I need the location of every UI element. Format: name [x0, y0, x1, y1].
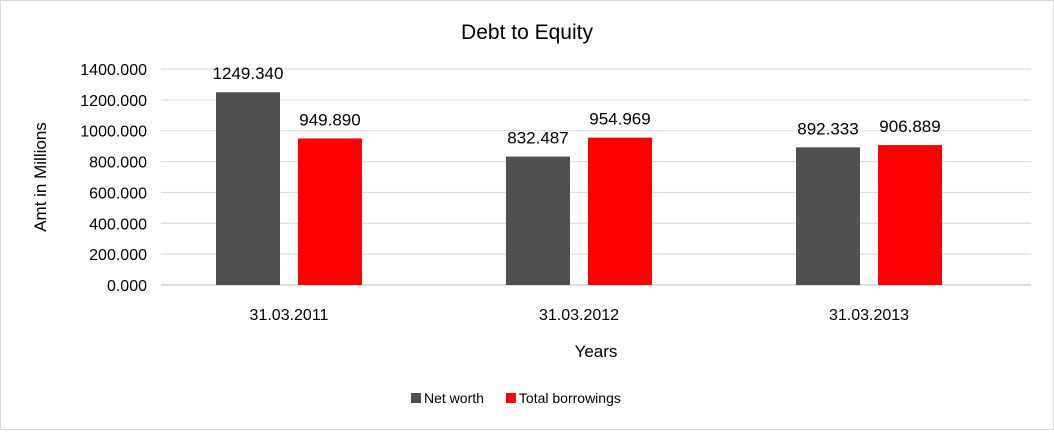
y-tick-label: 1400.000	[80, 62, 147, 79]
x-axis-title: Years	[575, 342, 618, 361]
y-tick-label: 600.000	[89, 185, 147, 202]
x-tick-label: 31.03.2011	[250, 307, 329, 324]
bar	[796, 147, 860, 285]
data-label: 892.333	[797, 119, 858, 138]
y-axis-ticks: 0.000 200.000 400.000 600.000 800.000 1000.00…	[80, 62, 147, 295]
y-tick-label: 1000.000	[80, 124, 147, 141]
legend-swatch	[505, 393, 516, 403]
bar	[588, 137, 652, 285]
chart-title: Debt to Equity	[461, 21, 593, 44]
bar	[216, 92, 280, 285]
data-label: 954.969	[589, 110, 650, 129]
x-axis-ticks: 31.03.2011 31.03.2012 31.03.2013	[250, 307, 910, 324]
x-tick-label: 31.03.2013	[829, 307, 909, 324]
y-tick-label: 200.000	[89, 247, 147, 264]
data-labels: 1249.340 949.890 832.487 954.969 892.333 906.…	[213, 64, 941, 147]
y-tick-label: 1200.000	[80, 93, 147, 110]
legend: Net worth Total borrowings	[411, 390, 621, 406]
bar	[298, 138, 362, 285]
legend-label: Total borrowings	[519, 390, 621, 406]
data-label: 832.487	[507, 129, 568, 148]
data-label: 1249.340	[213, 64, 284, 83]
y-tick-label: 0.000	[107, 278, 147, 295]
bar	[878, 145, 942, 285]
data-label: 949.890	[299, 110, 360, 129]
legend-label: Net worth	[424, 390, 484, 406]
x-tick-label: 31.03.2012	[539, 307, 619, 324]
y-tick-label: 400.000	[89, 216, 147, 233]
bars	[216, 92, 942, 285]
data-label: 906.889	[879, 117, 940, 136]
y-tick-label: 800.000	[89, 155, 147, 172]
y-axis-title: Amt in Millions	[31, 122, 50, 232]
bar	[506, 156, 570, 285]
legend-swatch	[411, 393, 421, 403]
